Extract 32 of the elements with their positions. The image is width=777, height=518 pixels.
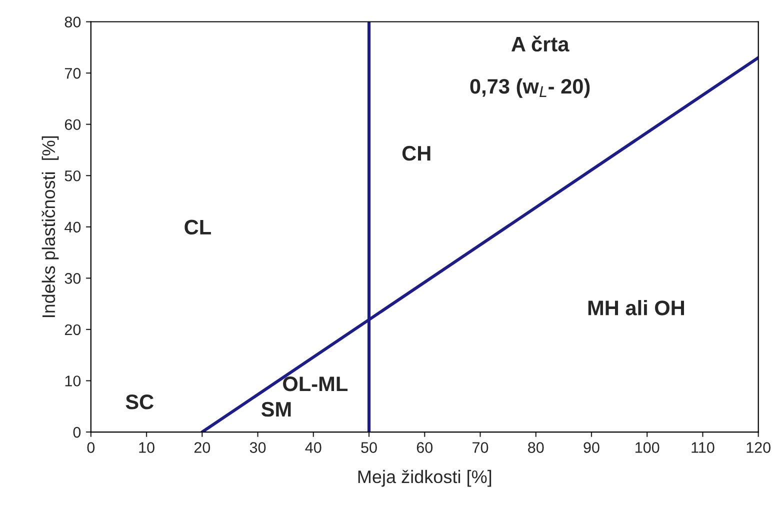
x-tick-label: 110: [692, 442, 714, 453]
x-tick-label: 30: [250, 442, 266, 453]
annotation: A črta: [511, 36, 570, 52]
annotation: SC: [126, 394, 154, 410]
x-tick-label: 70: [472, 442, 488, 453]
annotation: 0,73 (w$_{L}$- 20): [470, 78, 590, 98]
annotation: CL: [184, 220, 211, 235]
y-axis-title: Indeks plastičnosti [%]: [42, 136, 59, 318]
annotation: OL-ML: [283, 376, 348, 392]
x-tick-label: 50: [361, 442, 377, 453]
x-tick-label: 90: [584, 442, 600, 453]
x-tick-label: 80: [528, 442, 544, 453]
x-tick-label: 0: [87, 442, 95, 453]
x-tick-label: 60: [416, 442, 433, 453]
annotation: CH: [402, 146, 430, 161]
x-axis-title: Meja židkosti [%]: [358, 470, 492, 487]
y-tick-label: 40: [64, 222, 81, 233]
x-tick-label: 10: [139, 442, 154, 453]
y-tick-label: 80: [64, 16, 81, 28]
y-tick-label: 30: [64, 273, 81, 284]
x-tick-label: 40: [305, 442, 322, 453]
y-tick-label: 20: [64, 324, 81, 336]
y-tick-label: 70: [64, 68, 81, 79]
annotation: MH ali OH: [588, 300, 684, 316]
y-tick-label: 60: [64, 119, 81, 130]
y-tick-label: 0: [73, 426, 81, 438]
x-tick-label: 100: [636, 442, 660, 453]
y-tick-label: 50: [64, 170, 81, 182]
x-tick-label: 120: [746, 442, 770, 453]
annotation: SM: [261, 402, 291, 417]
y-tick-label: 10: [65, 376, 81, 386]
x-tick-label: 20: [194, 442, 210, 453]
